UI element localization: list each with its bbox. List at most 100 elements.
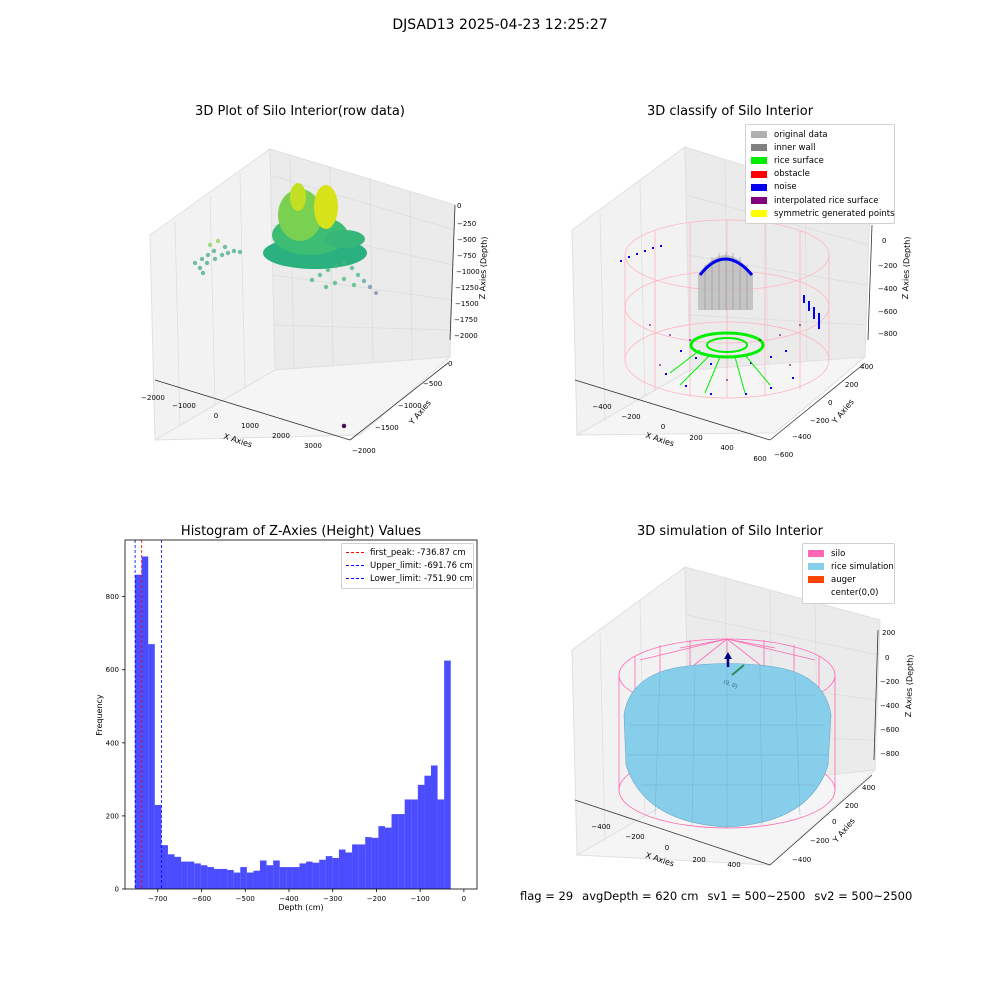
legend-item-original-data: original data (751, 128, 889, 141)
legend-item-rice-surface: rice surface (751, 154, 889, 167)
legend-swatch (751, 197, 767, 205)
sim-auger-arrow (731, 664, 745, 676)
classify-inner-wall-lines (704, 252, 748, 310)
svg-text:−2000: −2000 (352, 447, 376, 455)
histogram-y-tick-label: 0 (115, 886, 119, 894)
histogram-bar (299, 863, 307, 889)
legend-line (346, 578, 364, 580)
histogram-y-ticks: 0 200 400 600 800 (106, 593, 125, 894)
svg-text:−250: −250 (457, 220, 476, 228)
svg-text:−600: −600 (880, 726, 899, 734)
svg-text:−2000: −2000 (454, 332, 478, 340)
svg-text:−400: −400 (792, 433, 811, 441)
legend-swatch (751, 131, 767, 139)
svg-text:−750: −750 (457, 252, 476, 260)
svg-text:−600: −600 (878, 308, 897, 316)
svg-text:400: 400 (727, 861, 740, 869)
sim-center-label: (0, 0) (722, 679, 738, 690)
legend-item-upper-limit: Upper_limit: -691.76 cm (346, 559, 473, 572)
histogram-vlines (134, 540, 162, 889)
classify-interpolated-points (649, 324, 801, 381)
raw-outlier-point (341, 423, 347, 429)
histogram-bar (371, 837, 379, 889)
legend-swatch (751, 157, 767, 165)
histogram-x-label: Depth (cm) (278, 903, 323, 912)
legend-item-obstacle: obstacle (751, 168, 889, 181)
histogram-title: Histogram of Z-Axies (Height) Values (180, 524, 422, 539)
svg-text:0: 0 (885, 654, 889, 662)
histogram-bar (148, 644, 155, 889)
svg-text:0: 0 (828, 399, 832, 407)
svg-text:−200: −200 (621, 413, 640, 421)
histogram-bar (384, 827, 392, 889)
classify-rice-surface-core (706, 337, 748, 353)
svg-text:−200: −200 (810, 417, 829, 425)
legend-item-lower-limit: Lower_limit: -751.90 cm (346, 572, 472, 585)
histogram-bar (444, 660, 451, 889)
histogram-bar (194, 863, 201, 889)
histogram-bar (358, 844, 366, 889)
sim-plot-title: 3D simulation of Silo Interior (637, 524, 823, 539)
histogram-bar (266, 865, 274, 889)
svg-text:200: 200 (689, 434, 702, 442)
histogram-bar (220, 868, 228, 889)
histogram-bar (319, 859, 326, 889)
footer-flag: flag = 29 (520, 889, 574, 903)
raw-cluster-right (309, 260, 378, 295)
svg-text:−1000: −1000 (456, 268, 480, 276)
svg-text:200: 200 (845, 802, 858, 810)
svg-text:3000: 3000 (304, 442, 322, 450)
svg-text:0: 0 (665, 844, 669, 852)
histogram-bar (260, 860, 267, 889)
svg-text:−400: −400 (878, 285, 897, 293)
histogram-bar (286, 867, 293, 889)
legend-item-inner-wall: inner wall (751, 141, 889, 154)
svg-text:−200: −200 (810, 837, 829, 845)
svg-text:−1750: −1750 (454, 316, 478, 324)
histogram-bar (207, 867, 214, 889)
sim-rice-mesh (628, 663, 827, 827)
svg-text:0: 0 (457, 202, 461, 210)
sim-z-label: Z Axies (Depth) (904, 654, 915, 717)
svg-text:400: 400 (720, 444, 733, 452)
svg-text:−1500: −1500 (375, 424, 399, 432)
histogram-x-tick-label: −700 (148, 895, 167, 903)
svg-text:−600: −600 (774, 451, 793, 459)
histogram-bar (338, 849, 346, 889)
legend-item-auger: auger (808, 573, 889, 586)
classify-noise-arc (698, 257, 754, 276)
histogram-bar (411, 799, 418, 889)
legend-swatch (808, 589, 824, 597)
histogram-bar (424, 775, 431, 889)
histogram-x-tick-label: −200 (367, 895, 386, 903)
svg-text:400: 400 (862, 784, 875, 792)
histogram-bar (312, 862, 320, 889)
histogram-bar (200, 865, 208, 889)
svg-text:−200: −200 (880, 678, 899, 686)
footer-sv2: sv2 = 500~2500 (814, 889, 913, 903)
histogram-bar (227, 869, 234, 889)
classify-noise-points (620, 245, 820, 395)
raw-cluster-left (192, 238, 243, 276)
histogram-bar (253, 870, 261, 889)
classify-rice-surface-ring (689, 331, 765, 359)
svg-text:−400: −400 (792, 856, 811, 864)
svg-text:−1000: −1000 (172, 402, 196, 410)
svg-text:0: 0 (832, 818, 836, 826)
legend-item-noise: noise (751, 181, 889, 194)
histogram-bar (404, 799, 412, 889)
svg-text:−800: −800 (878, 330, 897, 338)
status-footer: flag = 29 avgDepth = 620 cm sv1 = 500~2500… (520, 889, 921, 903)
histogram-y-tick-label: 200 (106, 812, 119, 820)
histogram-bar (417, 784, 425, 889)
histogram-y-tick-label: 800 (106, 593, 119, 601)
histogram-chart: −700 −600 −500 −400 −300 −200 −100 0 0 200 400 600… (95, 539, 478, 912)
legend-swatch (751, 210, 767, 218)
legend-item-rice-simulation: rice simulation (808, 560, 894, 573)
legend-swatch (808, 576, 824, 584)
classify-z-ticks: 0 −200 −400 −600 −800 (878, 237, 897, 338)
histogram-x-ticks: −700 −600 −500 −400 −300 −200 −100 0 (148, 889, 466, 903)
svg-text:1000: 1000 (241, 422, 259, 430)
sim-legend: silo rice simulation auger center(0,0) (802, 543, 895, 604)
raw-scatter-points (192, 183, 378, 429)
